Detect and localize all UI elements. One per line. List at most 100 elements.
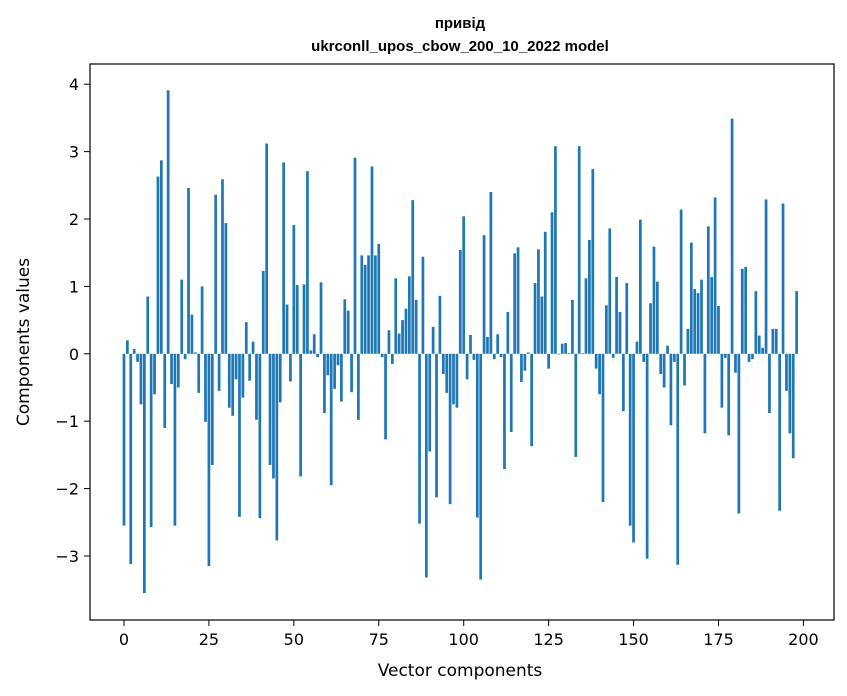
bar	[166, 90, 170, 354]
bar	[734, 353, 737, 373]
bar	[207, 353, 211, 567]
bar	[265, 143, 269, 354]
bar	[346, 310, 350, 354]
bar	[231, 353, 235, 416]
bar	[404, 308, 408, 354]
bar	[503, 353, 506, 470]
bar	[217, 353, 221, 391]
bar	[608, 228, 612, 354]
bar	[591, 169, 595, 354]
y-tick-label: 2	[69, 210, 79, 229]
bar	[730, 118, 734, 354]
bar	[129, 353, 133, 565]
x-axis-ticks: 0 25 50 75 100 125 150 175 200	[119, 620, 819, 649]
bar	[132, 349, 136, 354]
bar	[190, 314, 194, 354]
bar	[363, 264, 367, 354]
bar	[472, 353, 476, 360]
bar	[282, 162, 285, 354]
bar	[187, 188, 190, 354]
bar	[751, 353, 754, 360]
bars	[122, 90, 798, 594]
bar	[475, 353, 479, 518]
bar	[275, 353, 279, 541]
bar	[289, 353, 292, 382]
bar	[143, 353, 146, 594]
bar	[122, 353, 126, 526]
bar	[329, 353, 333, 486]
y-axis-ticks: −3 −2 −1 0 1 2 3 4	[55, 75, 90, 566]
bar	[197, 353, 201, 393]
bar	[173, 353, 177, 526]
bar	[136, 353, 139, 362]
bar	[424, 353, 428, 578]
bar	[418, 353, 421, 524]
bar	[374, 255, 377, 354]
bar	[713, 197, 717, 354]
bar	[299, 353, 302, 477]
bar	[581, 353, 584, 354]
bar	[241, 353, 245, 398]
bar	[350, 353, 353, 393]
x-tick-label: 0	[119, 630, 129, 649]
bar	[774, 328, 778, 354]
bar	[278, 353, 282, 403]
bar	[343, 299, 347, 354]
bar	[567, 353, 571, 354]
bar	[377, 243, 381, 354]
bar	[696, 293, 700, 354]
bar	[340, 353, 343, 402]
x-tick-label: 125	[533, 630, 564, 649]
bar	[336, 353, 340, 366]
bar	[764, 199, 768, 354]
bar	[139, 353, 143, 405]
bar	[628, 353, 632, 526]
bar	[564, 343, 567, 354]
bar	[669, 353, 673, 426]
bar	[285, 304, 289, 354]
bar	[530, 353, 533, 447]
y-axis-label: Components values	[14, 258, 34, 426]
bar	[153, 353, 156, 395]
bar	[163, 353, 167, 428]
bar	[778, 353, 781, 511]
bar	[316, 353, 319, 358]
bar	[655, 281, 659, 354]
bar	[700, 279, 703, 354]
y-tick-label: 1	[69, 277, 79, 296]
bar	[370, 166, 374, 354]
bar	[397, 333, 401, 354]
bar	[326, 353, 330, 376]
bar	[204, 353, 207, 422]
bar	[411, 200, 415, 354]
bar	[662, 353, 666, 388]
bar	[747, 353, 751, 362]
bar	[611, 353, 615, 358]
bar	[761, 347, 765, 354]
bar	[193, 352, 197, 354]
bar	[509, 353, 513, 432]
bar	[686, 328, 690, 354]
bar	[391, 353, 394, 364]
bar	[588, 239, 591, 354]
bar	[441, 353, 445, 375]
bar	[380, 353, 384, 358]
bar	[251, 341, 255, 354]
bar	[788, 353, 792, 434]
bar	[479, 353, 483, 580]
bar	[791, 353, 795, 459]
bar	[727, 353, 731, 436]
bar	[292, 225, 296, 354]
bar	[183, 353, 187, 360]
bar	[625, 283, 629, 354]
bar	[445, 353, 449, 393]
bar	[642, 353, 646, 362]
bar	[367, 255, 370, 354]
bar	[526, 352, 530, 354]
bar	[571, 299, 574, 354]
bar	[615, 276, 618, 354]
bar	[176, 353, 180, 388]
x-tick-label: 100	[448, 630, 479, 649]
bar	[693, 289, 697, 354]
